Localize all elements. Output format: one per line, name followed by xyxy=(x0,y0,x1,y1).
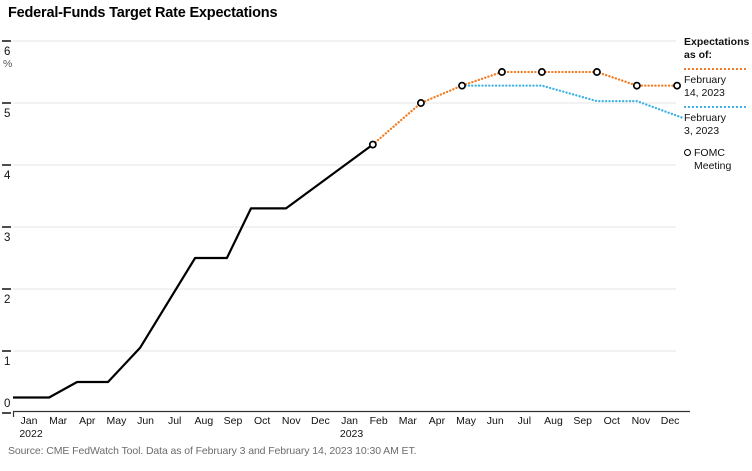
x-tick-label: Jun xyxy=(137,415,154,427)
x-tick-label: Sep xyxy=(224,415,243,427)
x-tick-label: Nov xyxy=(632,415,651,427)
x-tick-label: Jun xyxy=(487,415,504,427)
y-tick-label: 5 xyxy=(4,108,10,120)
fomc-meeting-icon xyxy=(684,149,691,156)
fomc-meeting-marker xyxy=(592,68,601,76)
x-tick-label: Feb xyxy=(370,415,388,427)
fomc-meeting-marker xyxy=(673,81,682,90)
x-tick-label: Apr xyxy=(429,415,446,427)
x-tick-label: Jan xyxy=(341,415,358,427)
legend-label-fomc: FOMC Meeting xyxy=(694,147,732,172)
dotted-line-swatch-feb3 xyxy=(684,106,746,108)
x-tick-label: Nov xyxy=(282,415,301,427)
y-tick-label: 1 xyxy=(4,356,10,368)
x-tick-label: May xyxy=(106,415,127,427)
y-tick-label: 4 xyxy=(4,170,11,182)
y-tick-label: 2 xyxy=(4,294,10,306)
y-tick-label: 0 xyxy=(4,398,10,410)
x-tick-label: Sep xyxy=(573,415,592,427)
fomc-meeting-marker xyxy=(416,99,425,107)
fomc-meeting-marker xyxy=(537,68,546,76)
x-tick-label: Jul xyxy=(168,415,181,427)
dotted-line-swatch-feb14 xyxy=(684,68,746,70)
x-tick-label: Dec xyxy=(311,415,330,427)
series-line-feb14 xyxy=(371,70,679,146)
x-year-label: 2023 xyxy=(340,428,364,440)
legend-label-feb3: February 3, 2023 xyxy=(684,112,727,137)
chart-legend: Expectations as of: February 14, 2023 Fe… xyxy=(684,36,750,172)
legend-label-feb14: February 14, 2023 xyxy=(684,74,727,99)
x-year-label: 2022 xyxy=(19,428,43,440)
x-tick-label: Mar xyxy=(399,415,418,427)
series-line-feb3 xyxy=(460,84,685,120)
legend-item-fomc-meeting: FOMC Meeting xyxy=(684,147,750,172)
legend-item-feb14: February 14, 2023 xyxy=(684,68,750,99)
legend-heading: Expectations as of: xyxy=(684,36,750,61)
x-tick-label: Aug xyxy=(194,415,213,427)
y-tick-label: 6 xyxy=(4,46,10,58)
fomc-meeting-marker xyxy=(632,81,641,90)
x-tick-label: Mar xyxy=(49,415,68,427)
fomc-meeting-marker xyxy=(458,81,466,90)
x-tick-label: Oct xyxy=(254,415,270,427)
x-tick-label: Jul xyxy=(518,415,531,427)
source-note: Source: CME FedWatch Tool. Data as of Fe… xyxy=(8,445,417,457)
x-tick-label: Apr xyxy=(79,415,96,427)
x-tick-label: Jan xyxy=(21,415,38,427)
y-tick-label: 3 xyxy=(4,232,10,244)
x-tick-label: May xyxy=(456,415,477,427)
fomc-meeting-marker xyxy=(368,140,377,149)
x-tick-label: Aug xyxy=(544,415,563,427)
series-line-historical xyxy=(13,143,374,399)
chart-title: Federal-Funds Target Rate Expectations xyxy=(8,5,278,21)
y-axis-unit-label: % xyxy=(3,58,12,70)
x-tick-label: Oct xyxy=(604,415,620,427)
legend-item-feb3: February 3, 2023 xyxy=(684,106,750,137)
fomc-meeting-marker xyxy=(497,68,506,76)
x-tick-label: Dec xyxy=(661,415,680,427)
